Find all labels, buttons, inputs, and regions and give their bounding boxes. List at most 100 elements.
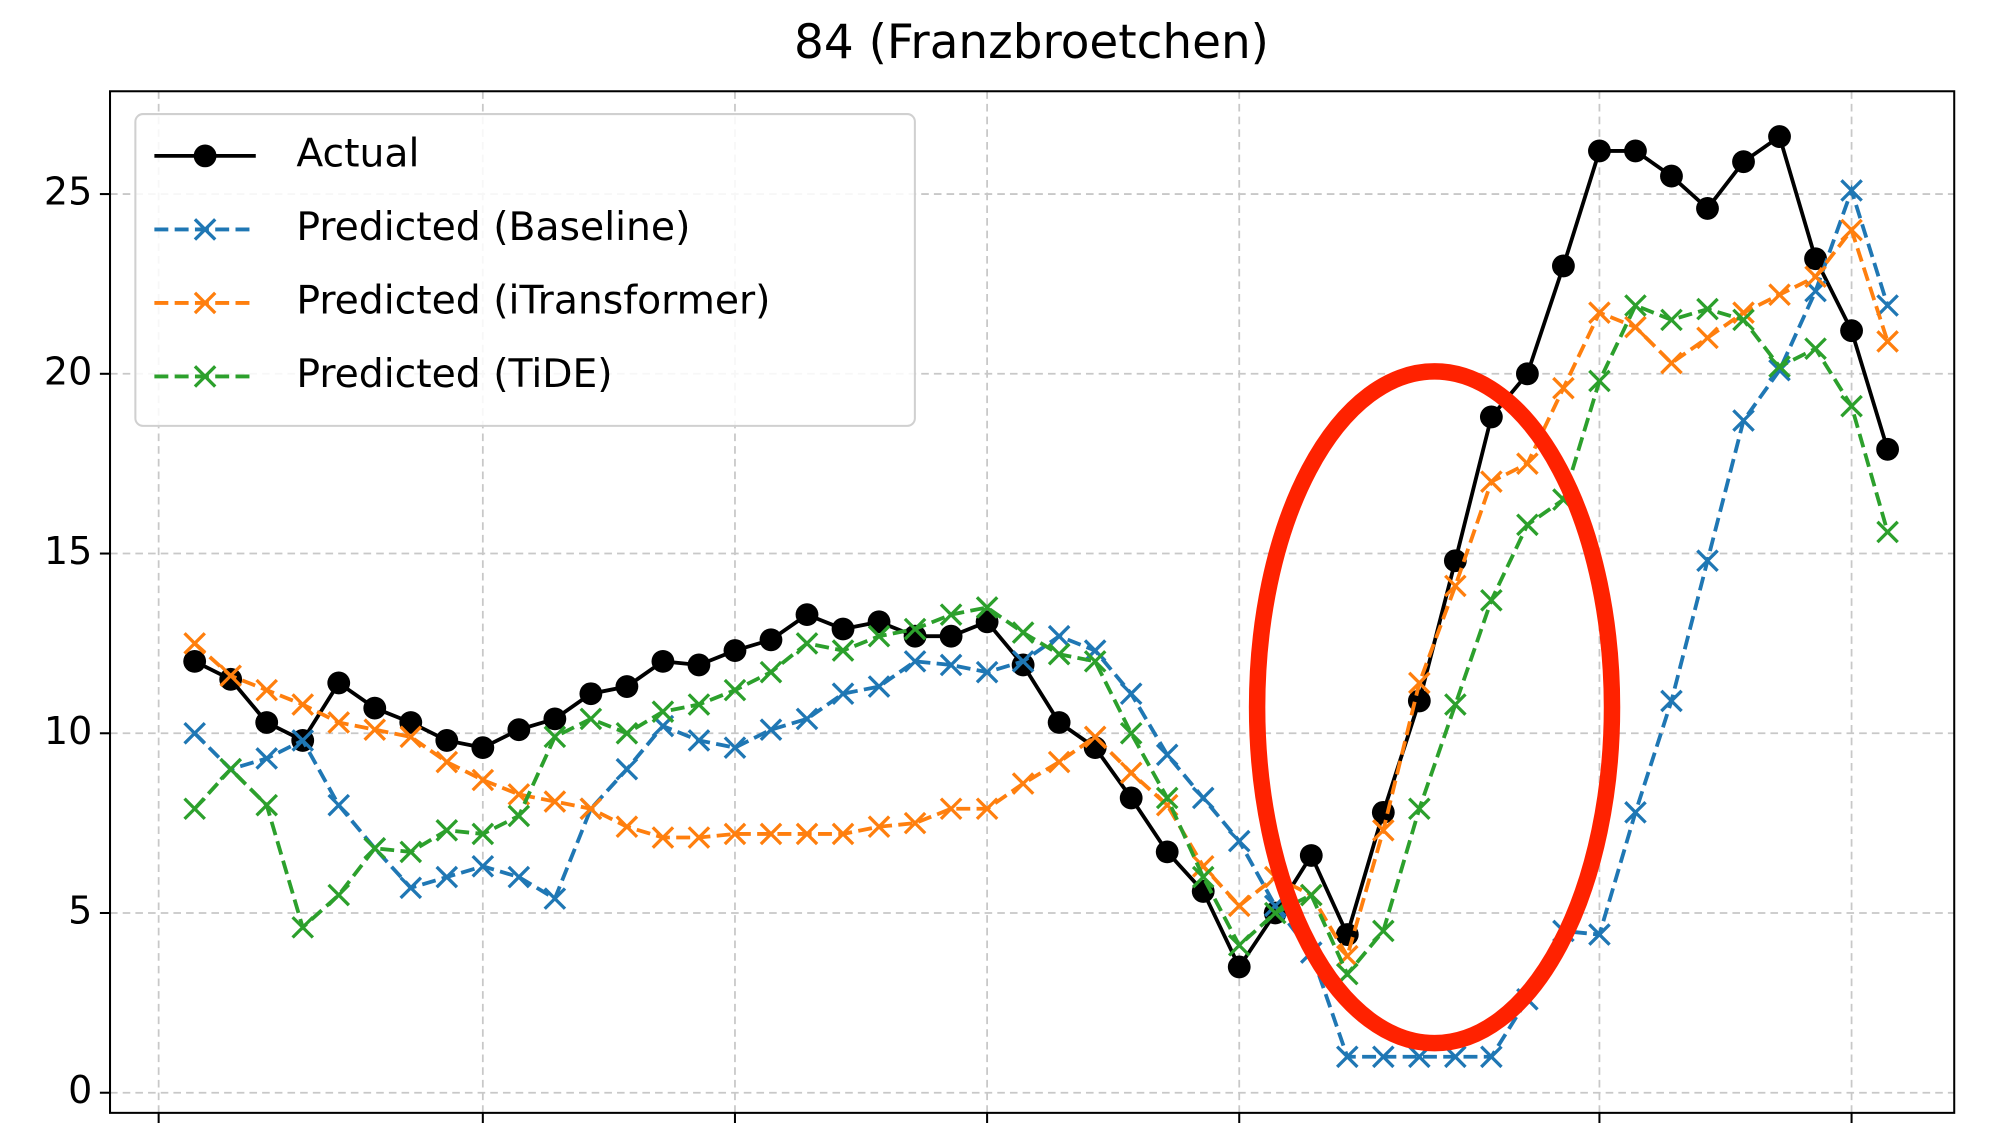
- point: [903, 617, 927, 641]
- point: [291, 729, 315, 752]
- point: [579, 707, 603, 731]
- point: [795, 603, 819, 627]
- point: [615, 675, 639, 698]
- point: [1011, 653, 1035, 677]
- point: [1588, 139, 1611, 163]
- legend-marker: [193, 365, 217, 388]
- point: [903, 811, 927, 835]
- point: [507, 804, 531, 828]
- point: [795, 822, 819, 846]
- point: [867, 624, 891, 648]
- point: [831, 682, 855, 706]
- point: [327, 793, 351, 817]
- point: [1768, 355, 1791, 378]
- point: [327, 883, 351, 907]
- point: [867, 675, 891, 698]
- point: [1515, 362, 1539, 386]
- point: [1660, 308, 1683, 332]
- y-tick-label: 15: [44, 529, 92, 573]
- point: [543, 707, 567, 731]
- point: [435, 865, 459, 889]
- point: [219, 667, 243, 691]
- point: [363, 696, 387, 720]
- point: [183, 632, 206, 655]
- point: [507, 718, 531, 742]
- point: [435, 729, 459, 752]
- point: [1696, 326, 1719, 350]
- point: [795, 632, 819, 655]
- point: [975, 610, 999, 634]
- point: [1372, 819, 1395, 842]
- chart-title: 84 (Franzbroetchen): [794, 15, 1269, 70]
- point: [1552, 254, 1575, 278]
- point: [759, 822, 783, 846]
- point: [1155, 840, 1179, 864]
- point: [1083, 650, 1107, 673]
- point: [1876, 520, 1899, 544]
- point: [471, 822, 495, 846]
- legend-label: Predicted (Baseline): [296, 205, 690, 250]
- point: [651, 649, 675, 673]
- highlight-ellipse: [1248, 363, 1621, 1052]
- point: [255, 678, 279, 702]
- point: [1732, 409, 1755, 432]
- point: [1335, 1045, 1359, 1069]
- point: [1119, 761, 1143, 785]
- point: [1804, 247, 1827, 271]
- point: [1876, 437, 1899, 461]
- y-tick-label: 5: [68, 888, 92, 932]
- point: [1155, 786, 1179, 810]
- point: [1408, 671, 1431, 695]
- legend: Actual Predicted (Baseline) Predicted (iTr…: [134, 113, 916, 427]
- point: [831, 639, 855, 662]
- point: [435, 819, 459, 842]
- point: [1011, 621, 1035, 644]
- point: [1624, 139, 1647, 163]
- y-tick-label: 20: [44, 349, 92, 393]
- point: [1876, 294, 1899, 317]
- point: [1480, 1045, 1503, 1069]
- point: [1227, 934, 1251, 957]
- point: [723, 822, 747, 846]
- point: [1263, 901, 1287, 925]
- point: [1372, 919, 1395, 943]
- point: [975, 596, 999, 619]
- y-tick-label: 25: [44, 170, 92, 214]
- point: [1227, 829, 1251, 853]
- point: [1372, 1045, 1395, 1069]
- point: [1768, 283, 1791, 307]
- point: [651, 826, 675, 849]
- point: [1876, 330, 1899, 353]
- point: [507, 865, 531, 889]
- point: [687, 729, 711, 752]
- point: [795, 707, 819, 731]
- point: [1660, 351, 1683, 375]
- point: [1227, 955, 1251, 979]
- point: [399, 876, 423, 900]
- point: [1732, 308, 1755, 332]
- point: [1804, 337, 1827, 360]
- point: [363, 718, 387, 741]
- point: [1516, 452, 1539, 475]
- point: [1047, 750, 1071, 774]
- point: [1840, 218, 1863, 242]
- point: [399, 840, 423, 864]
- series-line: [193, 184, 1890, 1059]
- point: [759, 628, 783, 652]
- point: [1444, 574, 1467, 598]
- point: [687, 653, 711, 677]
- point: [939, 797, 963, 821]
- point: [903, 650, 927, 673]
- point: [1047, 642, 1071, 666]
- point: [723, 736, 747, 759]
- plot: [183, 125, 1899, 1069]
- point: [219, 664, 242, 688]
- point: [1588, 301, 1611, 324]
- point: [1624, 294, 1647, 317]
- point: [867, 610, 891, 634]
- point: [1624, 801, 1647, 824]
- point: [1840, 179, 1863, 202]
- point: [435, 750, 459, 774]
- point: [939, 653, 963, 677]
